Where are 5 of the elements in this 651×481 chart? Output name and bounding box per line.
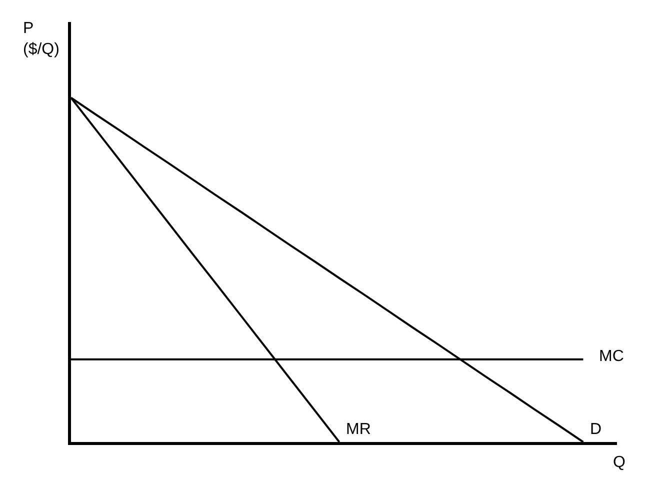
series-label: MR	[346, 421, 371, 438]
y-axis-title: P ($/Q)	[23, 20, 60, 58]
series-label: D	[590, 421, 602, 438]
x-axis-title: Q	[613, 454, 626, 471]
series-label: MC	[599, 348, 624, 365]
